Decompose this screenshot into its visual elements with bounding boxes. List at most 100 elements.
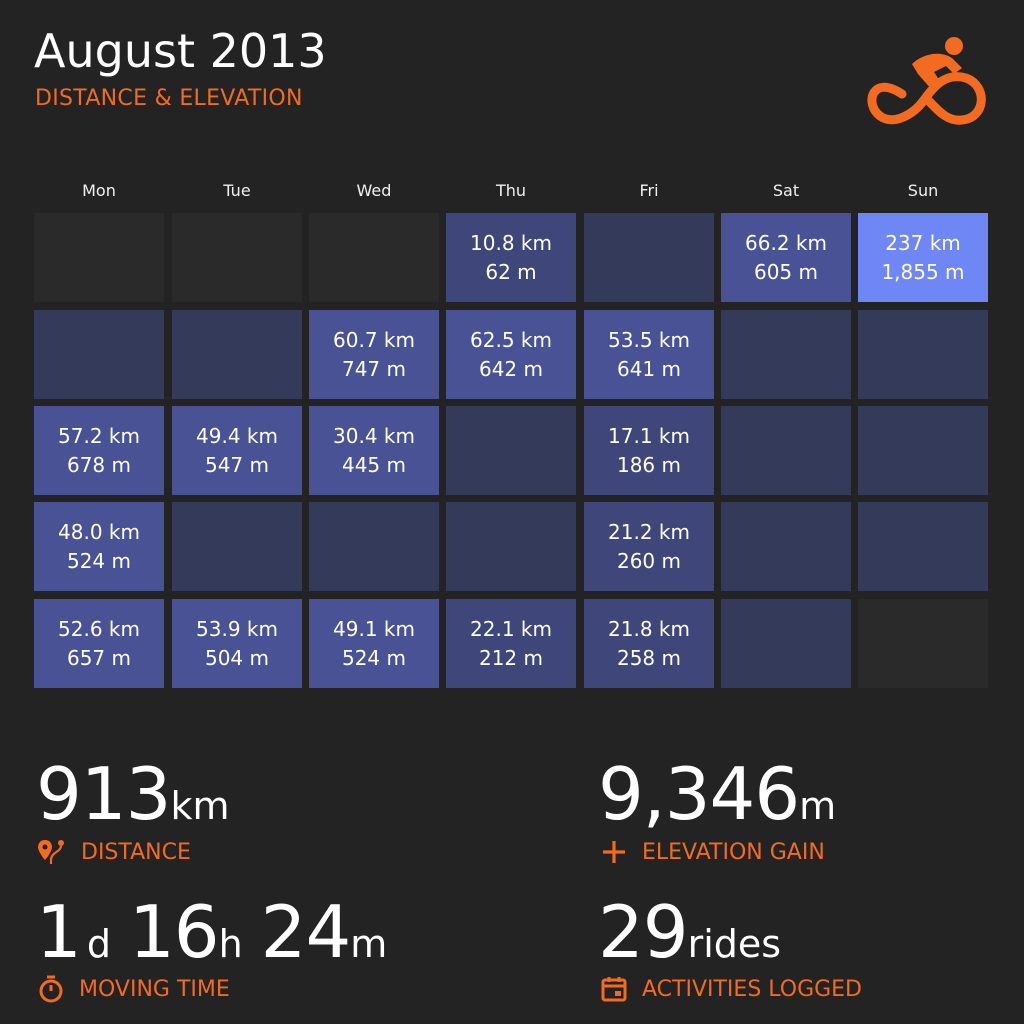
calendar-cell[interactable]: 57.2 km 678 m bbox=[34, 406, 164, 495]
moving-days-unit: d bbox=[87, 922, 111, 966]
calendar-cell[interactable] bbox=[721, 599, 851, 688]
calendar-cell[interactable] bbox=[858, 502, 988, 591]
cell-distance: 22.1 km bbox=[470, 615, 552, 644]
cell-elevation: 212 m bbox=[479, 644, 543, 673]
cell-elevation: 642 m bbox=[479, 355, 543, 384]
elevation-label: ELEVATION GAIN bbox=[600, 838, 825, 866]
page-subtitle: DISTANCE & ELEVATION bbox=[35, 86, 303, 111]
elevation-stat: 9,346m bbox=[598, 752, 836, 836]
page-title: August 2013 bbox=[34, 24, 327, 78]
calendar-cell[interactable] bbox=[309, 213, 439, 302]
cell-elevation: 504 m bbox=[205, 644, 269, 673]
cell-distance: 10.8 km bbox=[470, 229, 552, 258]
cell-distance: 60.7 km bbox=[333, 326, 415, 355]
calendar-cell[interactable] bbox=[446, 502, 576, 591]
calendar-cell[interactable]: 53.9 km 504 m bbox=[172, 599, 302, 688]
cell-elevation: 657 m bbox=[67, 644, 131, 673]
calendar-cell[interactable] bbox=[446, 406, 576, 495]
cyclist-icon bbox=[862, 34, 992, 126]
cell-distance: 21.8 km bbox=[608, 615, 690, 644]
cell-distance: 48.0 km bbox=[58, 518, 140, 547]
elevation-unit: m bbox=[799, 784, 836, 828]
cell-distance: 30.4 km bbox=[333, 422, 415, 451]
cell-elevation: 62 m bbox=[485, 258, 536, 287]
calendar-cell[interactable]: 21.8 km 258 m bbox=[584, 599, 714, 688]
distance-unit: km bbox=[170, 784, 229, 828]
cell-distance: 52.6 km bbox=[58, 615, 140, 644]
cell-distance: 53.9 km bbox=[196, 615, 278, 644]
cell-elevation: 678 m bbox=[67, 451, 131, 480]
cell-elevation: 445 m bbox=[342, 451, 406, 480]
day-header-mon: Mon bbox=[34, 181, 164, 200]
calendar-cell[interactable]: 53.5 km 641 m bbox=[584, 310, 714, 399]
cell-elevation: 605 m bbox=[754, 258, 818, 287]
cell-distance: 21.2 km bbox=[608, 518, 690, 547]
moving-time-label: MOVING TIME bbox=[37, 975, 230, 1003]
moving-hours-value: 16 bbox=[129, 890, 219, 974]
distance-label: DISTANCE bbox=[37, 838, 191, 866]
calendar-cell[interactable] bbox=[172, 502, 302, 591]
cell-distance: 66.2 km bbox=[745, 229, 827, 258]
cell-distance: 49.4 km bbox=[196, 422, 278, 451]
cell-elevation: 747 m bbox=[342, 355, 406, 384]
distance-stat: 913km bbox=[36, 752, 229, 836]
calendar-cell[interactable]: 49.4 km 547 m bbox=[172, 406, 302, 495]
calendar-cell[interactable]: 52.6 km 657 m bbox=[34, 599, 164, 688]
rides-label: ACTIVITIES LOGGED bbox=[600, 975, 862, 1003]
day-header-tue: Tue bbox=[172, 181, 302, 200]
moving-minutes-value: 24 bbox=[261, 890, 351, 974]
calendar-cell[interactable] bbox=[34, 213, 164, 302]
cell-distance: 53.5 km bbox=[608, 326, 690, 355]
moving-minutes-unit: m bbox=[350, 922, 387, 966]
moving-hours-unit: h bbox=[219, 922, 243, 966]
calendar-cell[interactable] bbox=[584, 213, 714, 302]
calendar-cell[interactable]: 10.8 km 62 m bbox=[446, 213, 576, 302]
moving-days-value: 1 bbox=[36, 890, 81, 974]
cell-elevation: 547 m bbox=[205, 451, 269, 480]
cell-elevation: 258 m bbox=[617, 644, 681, 673]
calendar-cell[interactable]: 48.0 km 524 m bbox=[34, 502, 164, 591]
calendar-cell[interactable] bbox=[858, 310, 988, 399]
calendar-cell[interactable]: 60.7 km 747 m bbox=[309, 310, 439, 399]
day-header-wed: Wed bbox=[309, 181, 439, 200]
calendar-cell[interactable] bbox=[721, 406, 851, 495]
rides-unit: rides bbox=[688, 922, 781, 966]
calendar-cell[interactable] bbox=[172, 213, 302, 302]
calendar-cell[interactable] bbox=[721, 502, 851, 591]
cell-distance: 49.1 km bbox=[333, 615, 415, 644]
distance-value: 913 bbox=[36, 752, 170, 836]
day-header-thu: Thu bbox=[446, 181, 576, 200]
calendar-icon bbox=[600, 975, 628, 1003]
cell-distance: 237 km bbox=[885, 229, 961, 258]
calendar-cell[interactable]: 237 km 1,855 m bbox=[858, 213, 988, 302]
cell-distance: 57.2 km bbox=[58, 422, 140, 451]
cell-distance: 17.1 km bbox=[608, 422, 690, 451]
moving-time-stat: 1 d 16h 24m bbox=[36, 890, 387, 974]
cell-elevation: 1,855 m bbox=[881, 258, 964, 287]
plus-icon bbox=[600, 838, 628, 866]
calendar-cell[interactable]: 62.5 km 642 m bbox=[446, 310, 576, 399]
calendar-cell[interactable]: 66.2 km 605 m bbox=[721, 213, 851, 302]
rides-value: 29 bbox=[598, 890, 688, 974]
day-header-fri: Fri bbox=[584, 181, 714, 200]
calendar-cell[interactable]: 17.1 km 186 m bbox=[584, 406, 714, 495]
route-pin-icon bbox=[37, 838, 67, 866]
rides-stat: 29rides bbox=[598, 890, 781, 974]
cell-elevation: 260 m bbox=[617, 547, 681, 576]
calendar-cell[interactable]: 49.1 km 524 m bbox=[309, 599, 439, 688]
cell-elevation: 641 m bbox=[617, 355, 681, 384]
cell-elevation: 524 m bbox=[67, 547, 131, 576]
calendar-cell[interactable] bbox=[858, 406, 988, 495]
stopwatch-icon bbox=[37, 975, 65, 1003]
elevation-value: 9,346 bbox=[598, 752, 799, 836]
calendar-cell[interactable]: 30.4 km 445 m bbox=[309, 406, 439, 495]
cell-elevation: 186 m bbox=[617, 451, 681, 480]
calendar-cell[interactable]: 21.2 km 260 m bbox=[584, 502, 714, 591]
calendar-cell[interactable] bbox=[721, 310, 851, 399]
calendar-cell[interactable] bbox=[858, 599, 988, 688]
calendar-cell[interactable] bbox=[309, 502, 439, 591]
cell-distance: 62.5 km bbox=[470, 326, 552, 355]
calendar-cell[interactable]: 22.1 km 212 m bbox=[446, 599, 576, 688]
calendar-cell[interactable] bbox=[172, 310, 302, 399]
calendar-cell[interactable] bbox=[34, 310, 164, 399]
